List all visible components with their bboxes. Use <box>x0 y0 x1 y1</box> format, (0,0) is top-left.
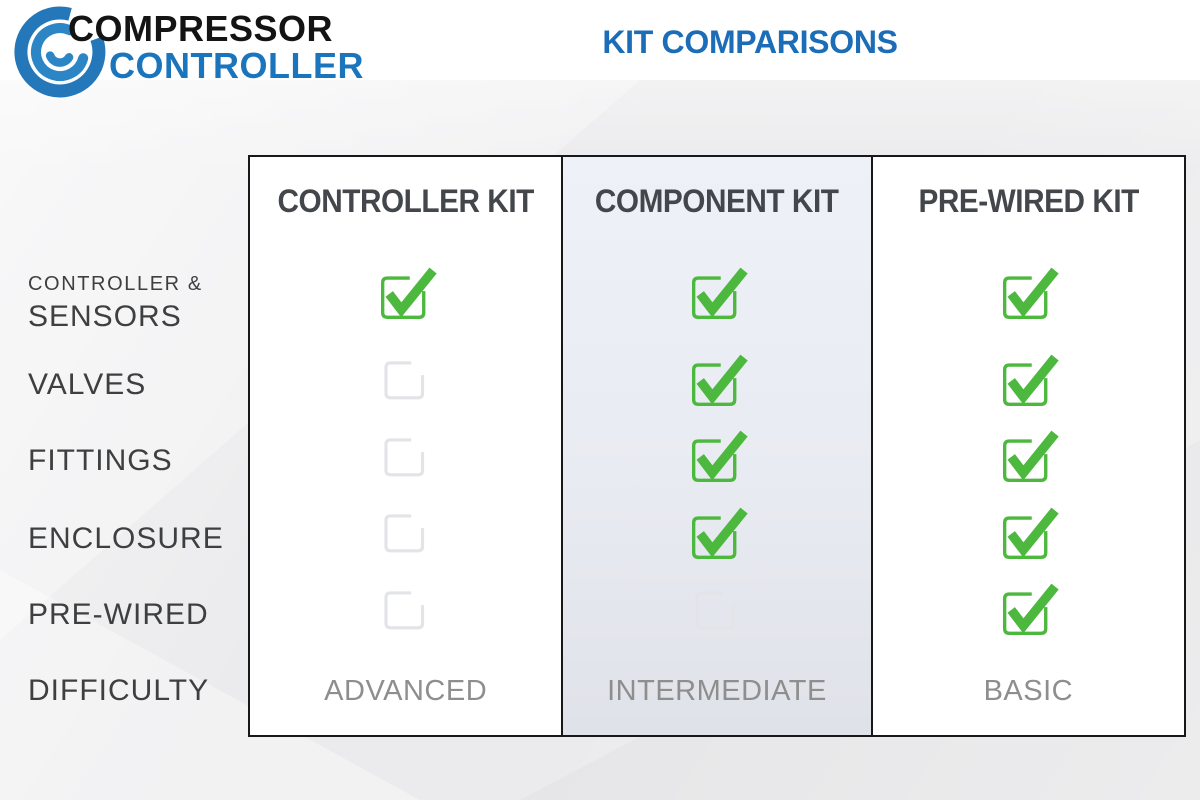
brand-name-line2: CONTROLLER <box>109 45 364 86</box>
comparison-table: CONTROLLER KIT ADVANCED COMPONENT KIT IN… <box>248 155 1186 737</box>
kit-column-header: CONTROLLER KIT <box>277 182 534 219</box>
page-title: KIT COMPARISONS <box>602 24 898 60</box>
feature-cell <box>873 245 1184 341</box>
unchecked-icon <box>384 361 424 400</box>
feature-label-controller-sensors: CONTROLLER & SENSORS <box>28 270 203 336</box>
checked-icon <box>691 354 748 406</box>
feature-cell <box>250 494 561 571</box>
checked-icon <box>1003 267 1060 319</box>
feature-label-fittings: FITTINGS <box>28 444 173 477</box>
kit-column-controller-kit: CONTROLLER KIT ADVANCED <box>250 157 561 735</box>
kit-column-header: PRE-WIRED KIT <box>918 182 1139 219</box>
checked-icon <box>1003 430 1060 482</box>
feature-cell <box>563 418 870 494</box>
compressor-controller-logo-icon <box>14 6 106 98</box>
brand-name: COMPRESSOR CONTROLLER <box>68 10 364 84</box>
difficulty-value: ADVANCED <box>324 674 488 707</box>
brand-logo: COMPRESSOR CONTROLLER <box>8 4 363 98</box>
feature-cell <box>250 418 561 494</box>
feature-cell <box>873 341 1184 418</box>
unchecked-icon <box>695 590 736 629</box>
checked-icon <box>1003 583 1060 635</box>
kit-column-pre-wired-kit: PRE-WIRED KIT BASIC <box>873 157 1184 735</box>
checked-icon <box>691 507 748 559</box>
feature-cell <box>563 245 870 341</box>
checked-icon <box>691 430 748 482</box>
kit-column-header: COMPONENT KIT <box>595 182 839 219</box>
feature-label-line: CONTROLLER & <box>28 273 203 295</box>
feature-label-enclosure: ENCLOSURE <box>28 522 224 555</box>
checked-icon <box>380 267 437 319</box>
kit-column-component-kit: COMPONENT KIT INTERMEDIATE <box>561 157 873 735</box>
feature-cell <box>250 341 561 418</box>
feature-cell <box>873 418 1184 494</box>
feature-cell <box>250 571 561 647</box>
feature-label-pre-wired: PRE-WIRED <box>28 598 209 631</box>
feature-cell <box>563 571 870 647</box>
brand-name-line1: COMPRESSOR <box>68 8 334 49</box>
checked-icon <box>691 267 748 319</box>
checked-icon <box>1003 507 1060 559</box>
difficulty-value: BASIC <box>983 674 1074 707</box>
unchecked-icon <box>384 590 424 629</box>
difficulty-value: INTERMEDIATE <box>607 674 827 707</box>
feature-cell <box>563 494 870 571</box>
feature-cell <box>563 341 870 418</box>
header-bar <box>0 0 1200 80</box>
feature-cell <box>873 571 1184 647</box>
unchecked-icon <box>384 514 424 553</box>
feature-cell <box>873 494 1184 571</box>
unchecked-icon <box>384 437 424 476</box>
feature-label-line: SENSORS <box>28 300 182 333</box>
feature-label-valves: VALVES <box>28 368 147 401</box>
feature-label-difficulty: DIFFICULTY <box>28 674 210 707</box>
feature-cell <box>250 245 561 341</box>
checked-icon <box>1003 354 1060 406</box>
